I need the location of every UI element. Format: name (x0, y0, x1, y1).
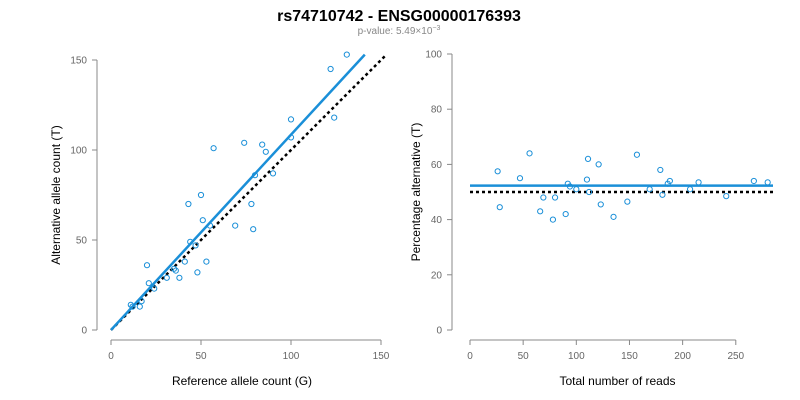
data-point (562, 210, 569, 218)
data-point (549, 216, 557, 223)
data-point (185, 200, 192, 208)
data-point (659, 191, 666, 198)
data-point (624, 198, 631, 205)
data-point (151, 285, 158, 292)
data-point (181, 258, 188, 265)
data-point (172, 267, 179, 274)
data-point (251, 172, 259, 179)
x-axis-label: Total number of reads (559, 374, 675, 388)
y-tick-label: 0 (436, 326, 442, 337)
pvalue-subtitle: p-value: 5.49×10−3 (358, 25, 441, 37)
y-axis-label: Alternative allele count (T) (49, 125, 63, 264)
data-point (203, 258, 210, 265)
data-point (248, 200, 255, 208)
data-point (573, 186, 580, 193)
data-point (686, 186, 694, 193)
data-point (163, 274, 170, 281)
data-point (327, 65, 334, 73)
data-point (210, 145, 217, 152)
data-point (666, 177, 673, 185)
data-point (583, 176, 591, 183)
data-point (526, 150, 533, 157)
panel-allele-counts: 0 50 100 150 0 50 100 150 Reference allele count… (49, 51, 390, 388)
data-point (496, 204, 503, 211)
data-point (287, 116, 295, 123)
y-tick-label: 60 (431, 160, 443, 171)
y-tick-label: 40 (431, 215, 443, 226)
data-point (597, 201, 604, 208)
data-point (723, 193, 730, 200)
data-point (129, 303, 136, 310)
chart-title: rs74710742 - ENSG00000176393 (277, 8, 521, 25)
x-tick-label: 250 (727, 351, 744, 362)
data-point (143, 262, 151, 269)
y-tick-label: 150 (70, 56, 87, 67)
data-point (232, 222, 239, 229)
data-point (127, 301, 134, 308)
y-axis-label: Percentage alternative (T) (409, 123, 423, 262)
pvalue-text: p-value: 5.49×10 (358, 26, 433, 37)
data-point (259, 141, 266, 148)
data-point (610, 213, 617, 220)
x-tick-label: 150 (621, 351, 638, 362)
data-point (657, 166, 664, 174)
data-point (584, 155, 592, 162)
y-tick-label: 100 (425, 50, 442, 61)
data-point (764, 179, 771, 186)
pvalue-exponent: −3 (432, 25, 440, 32)
data-point (206, 222, 214, 229)
data-point (138, 298, 145, 305)
data-point (287, 134, 295, 141)
x-tick-label: 200 (674, 351, 691, 362)
data-point (343, 51, 350, 58)
data-point (331, 114, 338, 121)
y-tick-label: 100 (70, 146, 87, 157)
x-tick-label: 50 (518, 351, 530, 362)
data-point (516, 175, 524, 182)
x-tick-label: 100 (568, 351, 585, 362)
x-axis-label: Reference allele count (G) (172, 374, 312, 388)
data-point (540, 194, 547, 201)
data-point (170, 265, 178, 272)
y-tick-label: 80 (431, 105, 443, 116)
null-expectation-line (110, 53, 388, 331)
data-point (537, 208, 544, 215)
data-point (585, 188, 593, 196)
data-point (750, 177, 757, 185)
x-tick-label: 0 (467, 351, 473, 362)
data-point (197, 191, 205, 199)
data-point (145, 280, 152, 287)
data-point (566, 183, 574, 190)
data-point (199, 217, 206, 224)
data-point (187, 238, 194, 245)
y-tick-label: 0 (81, 326, 87, 337)
y-tick-label: 20 (431, 270, 443, 281)
x-tick-label: 100 (283, 351, 300, 362)
panel-percentage-alternative: 0 50 100 150 200 250 0 20 40 60 80 100 Total number … (409, 50, 773, 388)
data-point (595, 161, 602, 168)
data-point (241, 139, 248, 146)
x-tick-label: 150 (373, 351, 390, 362)
data-point (192, 242, 199, 249)
y-tick-label: 50 (76, 236, 88, 247)
data-point (551, 194, 559, 201)
data-point (176, 274, 183, 281)
data-point (633, 151, 641, 158)
data-point (646, 186, 653, 193)
fitted-line (110, 53, 366, 331)
data-point (262, 148, 269, 155)
data-point (136, 303, 143, 310)
data-point (695, 179, 702, 186)
x-tick-label: 0 (108, 351, 114, 362)
data-point (269, 170, 277, 177)
data-point (194, 269, 201, 276)
data-point (250, 226, 257, 233)
data-point (494, 168, 501, 175)
x-tick-label: 50 (195, 351, 207, 362)
